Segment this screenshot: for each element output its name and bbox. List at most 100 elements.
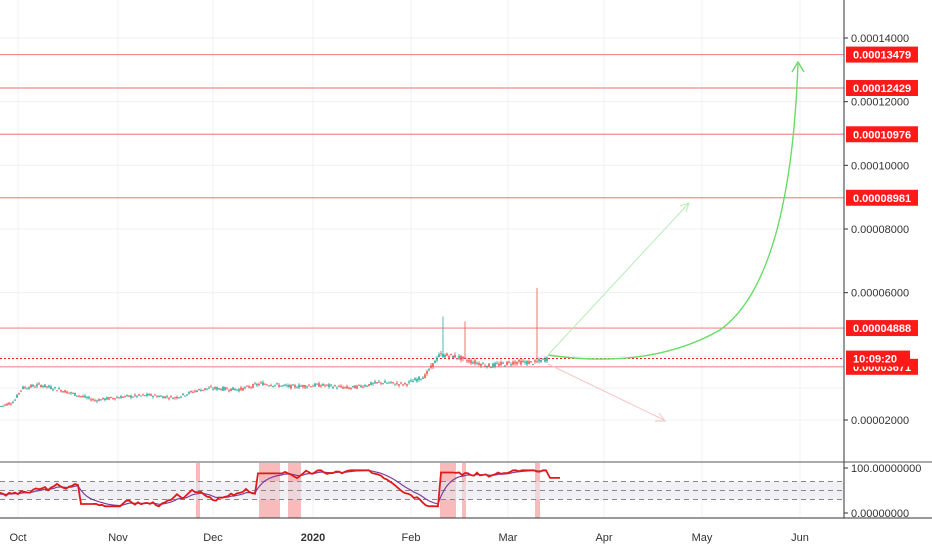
candle-body bbox=[496, 363, 498, 365]
candle-body bbox=[174, 397, 176, 399]
candle-body bbox=[384, 381, 386, 383]
candle-body bbox=[170, 396, 172, 398]
candle-body bbox=[474, 360, 476, 364]
time-axis[interactable]: Oct Nov Dec 2020 Feb Mar Apr May Jun bbox=[9, 532, 808, 544]
candle-body bbox=[68, 392, 70, 394]
candle-body bbox=[398, 384, 400, 386]
candle-body bbox=[342, 387, 344, 389]
price-tick-label: 0.00002000 bbox=[851, 415, 909, 427]
candle-body bbox=[314, 383, 316, 387]
time-tick-label: Feb bbox=[402, 532, 421, 544]
candle-body bbox=[452, 355, 454, 358]
candle-body bbox=[300, 385, 302, 387]
candle-body bbox=[74, 392, 76, 396]
candle-body bbox=[442, 353, 444, 358]
candle-body bbox=[538, 359, 540, 362]
time-tick-label: Oct bbox=[9, 532, 26, 544]
candle-body bbox=[276, 383, 278, 385]
candle-body bbox=[222, 386, 224, 391]
candle-body bbox=[430, 365, 432, 368]
candle-body bbox=[502, 362, 504, 364]
candle-body bbox=[362, 386, 364, 388]
candle-body bbox=[178, 397, 180, 399]
candle-body bbox=[16, 394, 18, 398]
candle-body bbox=[388, 382, 390, 384]
candle-body bbox=[382, 383, 384, 385]
candle-body bbox=[128, 395, 130, 397]
projection-drawings[interactable] bbox=[547, 60, 805, 422]
candle-body bbox=[518, 359, 520, 362]
candle-body bbox=[184, 395, 186, 397]
candle-body bbox=[22, 386, 24, 389]
candle-body bbox=[204, 388, 206, 390]
candle-body bbox=[48, 385, 50, 388]
level-label-text: 0.00010976 bbox=[853, 129, 911, 141]
candle-body bbox=[202, 389, 204, 391]
candle-body bbox=[230, 388, 232, 391]
candle-body bbox=[320, 385, 322, 387]
indicator-pane[interactable] bbox=[0, 463, 844, 518]
candle-body bbox=[4, 404, 6, 406]
level-label-text: 0.00012429 bbox=[853, 83, 911, 95]
candle-body bbox=[116, 397, 118, 399]
candle-body bbox=[432, 363, 434, 367]
candle-body bbox=[130, 395, 132, 398]
candle-body bbox=[138, 394, 140, 396]
candle-body bbox=[344, 386, 346, 388]
candle-body bbox=[464, 357, 466, 359]
candle-body bbox=[494, 363, 496, 367]
candle-body bbox=[238, 389, 240, 392]
candle-body bbox=[318, 383, 320, 387]
candle-body bbox=[324, 385, 326, 387]
candle-body bbox=[112, 398, 114, 400]
candle-body bbox=[118, 397, 120, 399]
candle-body bbox=[348, 387, 350, 389]
candle-body bbox=[30, 384, 32, 388]
candle-body bbox=[86, 397, 88, 399]
candle-body bbox=[508, 361, 510, 363]
candle-body bbox=[226, 388, 228, 390]
candle-body bbox=[190, 390, 192, 392]
candle-body bbox=[12, 402, 14, 404]
candle-body bbox=[242, 387, 244, 391]
candle-body bbox=[24, 387, 26, 389]
candle-body bbox=[438, 354, 440, 357]
candle-body bbox=[510, 364, 512, 366]
candle-body bbox=[462, 356, 464, 360]
horizontal-levels[interactable] bbox=[0, 53, 844, 368]
candle-body bbox=[528, 361, 530, 365]
candle-body bbox=[160, 395, 162, 397]
candle-body bbox=[212, 388, 214, 390]
candle-body bbox=[2, 405, 4, 407]
candle-body bbox=[488, 363, 490, 367]
candle-body bbox=[520, 360, 522, 365]
candle-body bbox=[542, 358, 544, 360]
candle-body bbox=[338, 385, 340, 387]
candle-body bbox=[228, 390, 230, 392]
candle-body bbox=[424, 374, 426, 379]
price-tick-label: 0.00006000 bbox=[851, 288, 909, 300]
candle-body bbox=[544, 358, 546, 362]
candle-body bbox=[54, 387, 56, 389]
candle-body bbox=[0, 406, 2, 408]
level-label-text: 0.00013479 bbox=[853, 50, 911, 62]
candle-body bbox=[106, 397, 108, 400]
candle-body bbox=[248, 386, 250, 388]
candle-body bbox=[144, 395, 146, 397]
candle-body bbox=[514, 361, 516, 364]
candle-body bbox=[316, 383, 318, 385]
level-label-box bbox=[846, 80, 918, 97]
candle-body bbox=[368, 384, 370, 386]
candle-body bbox=[72, 392, 74, 394]
candle-body bbox=[264, 383, 266, 385]
candle-body bbox=[196, 390, 198, 392]
price-tick-label: 0.00014000 bbox=[851, 33, 909, 45]
candlestick-series bbox=[0, 287, 548, 408]
candle-body bbox=[224, 387, 226, 390]
candle-body bbox=[18, 393, 20, 395]
candle-body bbox=[100, 399, 102, 401]
candle-body bbox=[288, 385, 290, 387]
candle-body bbox=[412, 380, 414, 383]
candle-body bbox=[146, 393, 148, 396]
